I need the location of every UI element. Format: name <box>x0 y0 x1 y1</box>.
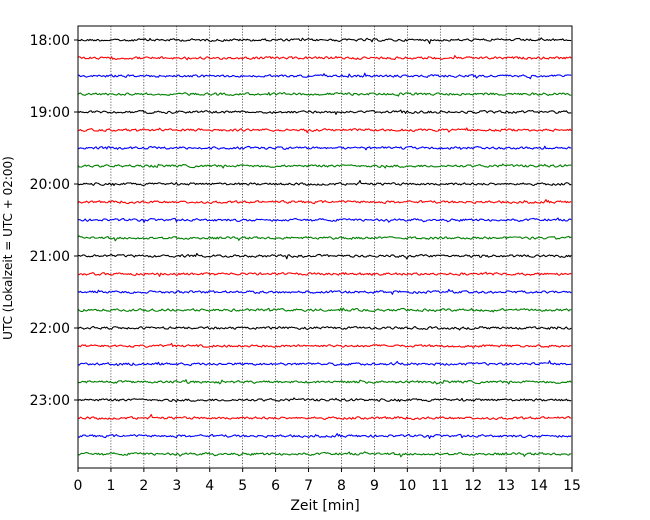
trace-1 <box>77 37 572 45</box>
grid-lines <box>110 26 540 468</box>
trace-19 <box>77 360 572 367</box>
x-tick-label-7: 7 <box>304 478 313 494</box>
x-tick-label-3: 3 <box>172 478 181 494</box>
x-tick-label-6: 6 <box>271 478 280 494</box>
x-tick-label-8: 8 <box>337 478 346 494</box>
x-tick-label-2: 2 <box>139 478 148 494</box>
x-tick-label-11: 11 <box>431 478 449 494</box>
trace-9 <box>77 179 572 186</box>
trace-8 <box>77 163 572 169</box>
y-tick-label-22:00: 22:00 <box>30 321 70 337</box>
trace-11 <box>78 217 572 223</box>
plot-frame <box>77 25 573 469</box>
trace-7 <box>77 145 572 151</box>
y-tick-label-20:00: 20:00 <box>30 177 70 193</box>
x-tick-label-15: 15 <box>563 478 581 494</box>
trace-15 <box>77 288 572 295</box>
x-tick-label-1: 1 <box>106 478 115 494</box>
x-axis-label: Zeit [min] <box>290 498 359 514</box>
trace-24 <box>77 451 572 458</box>
y-axis-label: UTC (Lokalzeit = UTC + 02:00) <box>1 156 15 340</box>
x-tick-label-12: 12 <box>464 478 482 494</box>
trace-3 <box>77 72 572 80</box>
x-tick-label-4: 4 <box>205 478 214 494</box>
seismic-traces <box>77 37 572 458</box>
trace-4 <box>77 91 572 97</box>
x-tick-label-10: 10 <box>398 478 416 494</box>
x-axis-ticks: 0 1 2 3 4 5 6 7 8 9 10 11 12 13 14 15 <box>74 468 581 494</box>
trace-23 <box>77 433 572 439</box>
trace-10 <box>77 199 572 205</box>
trace-14 <box>77 271 572 277</box>
trace-17 <box>77 326 572 331</box>
x-tick-label-9: 9 <box>370 478 379 494</box>
trace-18 <box>77 342 572 348</box>
trace-22 <box>77 413 572 421</box>
y-tick-label-21:00: 21:00 <box>30 249 70 265</box>
trace-2 <box>77 54 572 61</box>
y-tick-label-18:00: 18:00 <box>30 33 70 49</box>
y-axis-ticks: 18:00 19:00 20:00 21:00 22:00 23:00 <box>30 33 78 409</box>
trace-6 <box>77 127 572 134</box>
trace-12 <box>77 235 572 242</box>
trace-20 <box>77 379 572 385</box>
x-tick-label-5: 5 <box>238 478 247 494</box>
trace-5 <box>77 109 572 115</box>
y-tick-label-19:00: 19:00 <box>30 105 70 121</box>
trace-21 <box>77 397 572 403</box>
x-tick-label-0: 0 <box>74 478 83 494</box>
y-tick-label-23:00: 23:00 <box>30 393 70 409</box>
x-tick-label-13: 13 <box>497 478 515 494</box>
trace-13 <box>77 252 572 260</box>
x-tick-label-14: 14 <box>530 478 548 494</box>
trace-16 <box>77 307 572 313</box>
